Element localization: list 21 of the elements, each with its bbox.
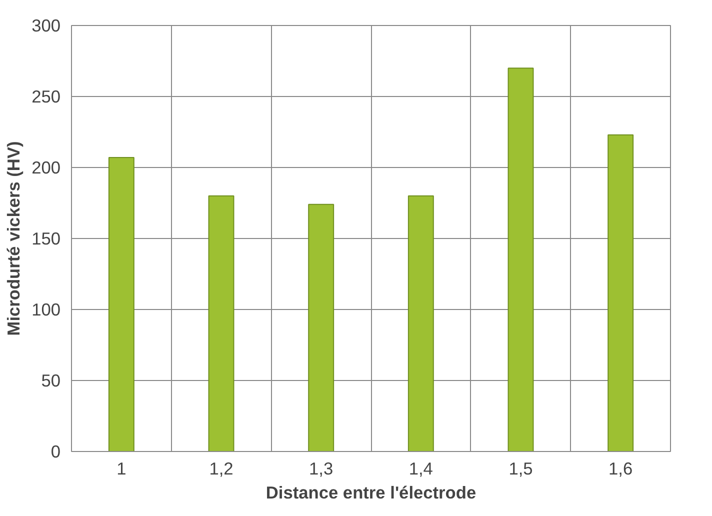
x-tick-label: 1 (116, 458, 126, 478)
y-tick-label: 150 (32, 228, 61, 248)
y-tick-label: 250 (32, 86, 61, 106)
x-tick-label: 1,2 (209, 458, 234, 478)
y-tick-label: 200 (32, 158, 61, 178)
y-axis-title: Microdurté vickers (HV) (4, 141, 24, 336)
bar (508, 68, 534, 452)
bar (408, 195, 434, 452)
bar (208, 195, 234, 452)
bar (108, 157, 134, 452)
x-tick-label: 1,6 (608, 458, 633, 478)
x-axis-title: Distance entre l'électrode (266, 482, 476, 502)
y-tick-label: 300 (32, 16, 61, 36)
y-tick-label: 0 (50, 442, 61, 462)
bar (608, 134, 634, 452)
y-tick-label: 50 (41, 370, 61, 390)
bar (308, 204, 334, 452)
y-tick-label: 100 (32, 300, 61, 320)
x-tick-label: 1,5 (508, 458, 533, 478)
x-tick-label: 1,4 (408, 458, 434, 478)
x-tick-label: 1,3 (309, 458, 334, 478)
